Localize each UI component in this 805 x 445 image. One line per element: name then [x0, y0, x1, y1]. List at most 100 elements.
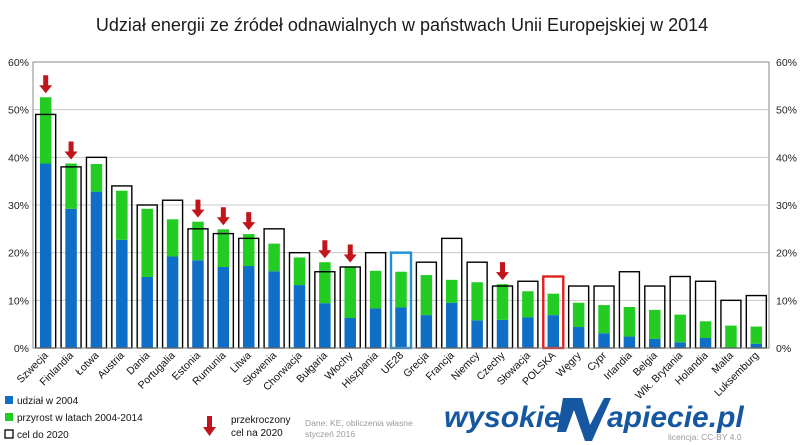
bar-growth — [217, 229, 230, 267]
legend-arrow-icon — [203, 416, 216, 436]
bar-growth — [674, 314, 686, 343]
bar-growth — [116, 190, 128, 240]
license-text: licencja: CC-BY 4.0 — [668, 432, 742, 442]
bar-growth — [496, 284, 509, 320]
y-tick-left: 10% — [8, 295, 29, 307]
bar-share-2004 — [496, 319, 509, 348]
y-tick-right: 20% — [776, 248, 797, 260]
bar-share-2004 — [699, 337, 712, 348]
y-tick-left: 60% — [8, 57, 29, 69]
exceeded-arrow-icon — [216, 207, 230, 226]
bar-growth — [623, 307, 636, 337]
bar-growth — [395, 271, 407, 308]
category-labels: SzwecjaFinlandiaŁotwaAustriaDaniaPortuga… — [15, 349, 762, 402]
exceeded-arrow-icon — [496, 262, 510, 281]
bar-growth — [522, 291, 534, 318]
legend-label-target: cel do 2020 — [17, 430, 69, 441]
bar-share-2004 — [141, 276, 153, 348]
legend-swatch-target — [4, 429, 14, 439]
bar-growth — [699, 321, 712, 338]
exceeded-arrow-icon — [39, 75, 53, 94]
y-tick-right: 40% — [776, 152, 797, 164]
bar-share-2004 — [268, 271, 280, 348]
y-tick-right: 0% — [776, 343, 791, 355]
exceeded-arrow-icon — [64, 141, 78, 160]
bar-share-2004 — [39, 163, 52, 348]
plot-frame — [32, 61, 770, 349]
bar-growth — [420, 275, 433, 316]
bar-growth — [598, 305, 610, 334]
y-tick-left: 20% — [8, 248, 29, 260]
y-axis-left: 0% 10% 20% 30% 40% 50% 60% — [8, 57, 29, 355]
bar-growth — [547, 293, 560, 316]
bar-share-2004 — [598, 333, 610, 348]
legend-label-exceeded-1: przekroczony — [231, 415, 290, 426]
y-tick-left: 40% — [8, 152, 29, 164]
exceeded-arrow-icon — [318, 240, 332, 259]
bar-share-2004 — [750, 343, 763, 348]
bar-share-2004 — [369, 308, 382, 348]
bar-growth — [65, 163, 77, 209]
legend-label-exceeded-2: cel na 2020 — [231, 428, 283, 439]
bar-growth — [242, 234, 255, 267]
bar-growth — [344, 266, 356, 318]
bar-growth — [725, 325, 737, 348]
bar-growth — [268, 243, 280, 272]
bar-share-2004 — [674, 342, 686, 348]
bar-share-2004 — [572, 327, 585, 348]
exceeded-arrow-icon — [242, 212, 256, 231]
bar-growth — [166, 219, 179, 257]
exceeded-arrow-icon — [343, 244, 357, 263]
source-line-2: styczeń 2016 — [305, 429, 355, 439]
bar-growth — [141, 208, 153, 277]
bar-growth — [192, 221, 204, 261]
bar-growth — [649, 309, 661, 339]
legend-swatch-share-2004 — [5, 396, 13, 404]
source-line-1: Dane: KE, obliczenia własne — [305, 418, 413, 428]
bar-share-2004 — [90, 191, 103, 348]
bar-growth — [471, 282, 483, 321]
y-tick-left: 0% — [14, 343, 29, 355]
y-tick-left: 50% — [8, 105, 29, 117]
bar-share-2004 — [649, 338, 661, 348]
chart-title: Udział energii ze źródeł odnawialnych w … — [96, 15, 708, 35]
bar-share-2004 — [116, 239, 128, 348]
y-tick-right: 30% — [776, 200, 797, 212]
bar-growth — [750, 326, 763, 344]
y-tick-right: 60% — [776, 57, 797, 69]
bar-share-2004 — [65, 208, 77, 348]
bar-share-2004 — [623, 336, 636, 348]
y-tick-right: 10% — [776, 295, 797, 307]
bar-share-2004 — [166, 256, 179, 348]
category-label: Węgry — [554, 349, 584, 379]
bar-growth — [572, 302, 585, 328]
bar-share-2004 — [446, 302, 458, 348]
bar-share-2004 — [217, 266, 230, 348]
bar-growth — [293, 257, 306, 286]
bar-share-2004 — [522, 317, 534, 348]
bar-growth — [446, 279, 458, 303]
y-tick-left: 30% — [8, 200, 29, 212]
legend: udział w 2004 przyrost w latach 2004-201… — [4, 396, 290, 441]
bar-share-2004 — [471, 320, 483, 348]
bar-share-2004 — [242, 266, 255, 348]
y-axis-right: 0% 10% 20% 30% 40% 50% 60% — [776, 57, 797, 355]
bar-growth — [90, 164, 103, 192]
exceeded-arrow-icon — [191, 199, 205, 218]
brand-text-a: wysokie — [444, 401, 561, 434]
bar-growth — [369, 270, 382, 309]
category-label: Irlandia — [602, 350, 635, 383]
bar-share-2004 — [420, 315, 433, 348]
legend-swatch-growth — [5, 413, 13, 421]
bar-share-2004 — [192, 260, 204, 348]
bar-growth — [39, 97, 52, 164]
category-label: Austria — [95, 350, 127, 382]
lightning-bolt-icon — [557, 398, 611, 441]
bar-share-2004 — [547, 315, 560, 348]
brand-text-b: apiecie.pl — [607, 401, 744, 434]
bar-share-2004 — [293, 285, 306, 348]
bar-share-2004 — [395, 307, 407, 348]
legend-label-share-2004: udział w 2004 — [17, 396, 79, 407]
bar-share-2004 — [319, 303, 331, 348]
